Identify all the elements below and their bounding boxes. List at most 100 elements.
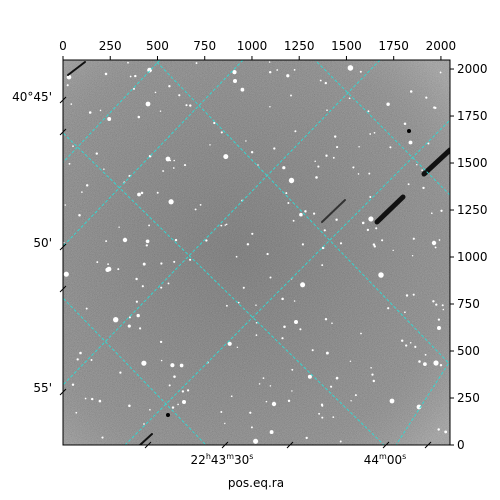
top-tick-label: 1250 [284,39,315,53]
grid-line [124,119,450,445]
star [439,364,443,367]
grid-line [63,132,385,445]
star [288,177,295,184]
star [440,209,443,212]
dark-spot [166,413,170,417]
star [85,307,88,310]
star [326,109,328,112]
star [348,97,351,100]
star [339,440,342,443]
star [361,221,365,225]
star [255,321,258,324]
star [177,403,179,406]
star [315,176,318,179]
star [437,428,440,431]
dec-axis: 40°45' 50' 55' [12,90,67,396]
star [287,399,291,403]
star [291,368,294,371]
star [145,239,150,244]
star [319,79,322,82]
star [423,362,427,366]
star [225,223,228,226]
star [400,339,404,342]
star [292,219,295,222]
star [373,245,376,248]
top-tick-label: 1500 [331,39,362,53]
star [84,397,87,400]
star [213,121,216,125]
star [422,186,425,190]
star [119,371,122,374]
top-tick-label: 1750 [378,39,409,53]
star [418,360,421,363]
star [240,87,245,92]
grid-line [63,60,381,386]
star [433,106,436,109]
star [331,322,333,324]
star [118,226,120,228]
star [367,110,370,113]
star [128,316,131,319]
star [205,239,208,242]
star [103,168,105,170]
star [268,61,271,63]
star [265,400,268,403]
satellite-trails [67,61,450,445]
star [186,389,190,392]
star [95,152,98,155]
star [105,240,108,243]
star [75,411,78,414]
star [414,345,417,348]
coordinate-grid [63,60,450,445]
star [236,346,239,349]
star [409,90,413,93]
star [168,384,171,387]
star [156,191,159,194]
star [79,351,82,355]
top-tick-label: 750 [193,39,216,53]
star [220,131,223,134]
star [140,191,144,195]
star [104,72,108,76]
star [282,166,286,170]
star [332,416,335,418]
bright-star [433,360,439,366]
star [127,61,129,64]
star [373,131,376,134]
star [403,122,407,126]
star [70,103,73,105]
star [232,78,238,84]
bright-star [389,398,395,404]
star [135,300,138,303]
right-tick-label: 2000 [457,62,488,76]
bright-star [431,240,437,246]
right-tick-label: 250 [457,391,480,405]
star [128,404,131,408]
star [366,228,370,232]
star [98,399,102,403]
star [336,146,339,149]
star [185,104,188,107]
star [194,208,197,211]
right-pixel-axis: 0 250 500 750 1000 1250 1500 1750 2000 [450,62,488,452]
star [311,349,314,352]
star [189,258,192,261]
right-tick-label: 0 [457,438,465,452]
star [307,374,312,379]
star [147,67,153,73]
star [305,436,308,440]
star [168,85,171,88]
star [287,202,290,204]
right-tick-label: 500 [457,344,480,358]
star [90,359,93,361]
star [76,358,79,361]
star [245,140,247,142]
right-tick-label: 750 [457,297,480,311]
star [72,145,74,147]
star [105,267,110,273]
star [300,282,306,288]
star [301,243,304,246]
top-tick-label: 0 [59,39,67,53]
star [269,430,274,435]
star [286,74,290,78]
